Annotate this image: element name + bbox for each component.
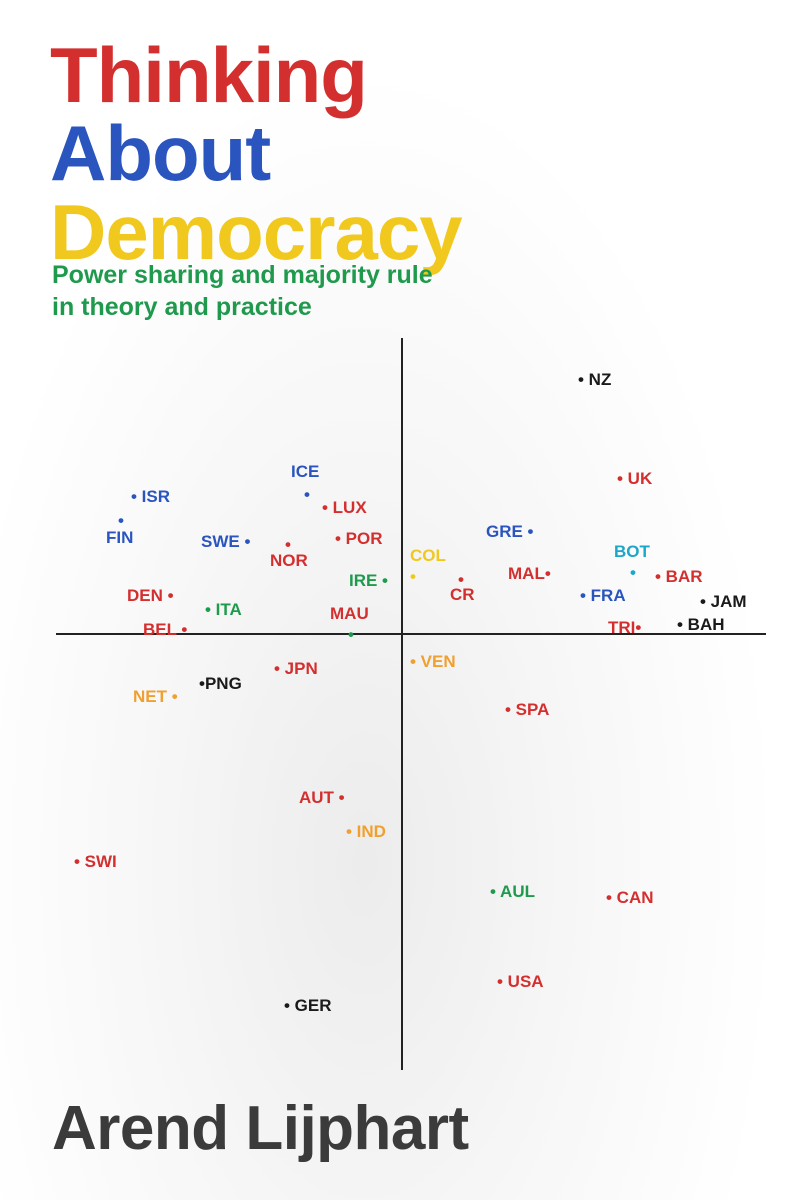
scatter-point-label: AUT • [299, 788, 345, 807]
scatter-point-label: • POR [335, 529, 383, 548]
scatter-point-label: • [630, 563, 636, 582]
scatter-point-label: CR [450, 585, 475, 604]
scatter-point-label: • SPA [505, 700, 550, 719]
scatter-point-label: • [285, 535, 291, 554]
scatter-point-label: • [410, 567, 416, 586]
scatter-point-label: • SWI [74, 852, 117, 871]
scatter-point-label: • IND [346, 822, 386, 841]
scatter-point-label: FIN [106, 528, 134, 547]
scatter-point-label: • CAN [606, 888, 654, 907]
scatter-point-label: NET • [133, 687, 178, 706]
scatter-point-label: • NZ [578, 370, 612, 389]
scatter-point-label: • USA [497, 972, 544, 991]
scatter-point-label: • BAH [677, 615, 725, 634]
scatter-point-label: • AUL [490, 882, 535, 901]
scatter-point-label: • [304, 485, 310, 504]
scatter-point-label: • ISR [131, 487, 171, 506]
scatter-point-label: • JPN [274, 659, 318, 678]
scatter-point-label: • GER [284, 996, 332, 1015]
scatter-point-label: • BAR [655, 567, 703, 586]
scatter-point-label: • [348, 625, 354, 644]
scatter-point-label: TRI• [608, 618, 642, 637]
scatter-point-label: GRE • [486, 522, 534, 541]
scatter-point-label: MAU [330, 604, 369, 623]
scatter-point-label: MAL• [508, 564, 551, 583]
scatter-point-label: NOR [270, 551, 308, 570]
scatter-point-label: ICE [291, 462, 320, 481]
title-line-1: Thinking [50, 31, 368, 119]
subtitle-line-1: Power sharing and majority rule [52, 261, 433, 289]
scatter-point-label: SWE • [201, 532, 251, 551]
scatter-point-label: BEL • [143, 620, 188, 639]
scatter-point-label: • FRA [580, 586, 626, 605]
scatter-point-label: • LUX [322, 498, 367, 517]
scatter-point-label: •PNG [199, 674, 242, 693]
scatter-point-label: • UK [617, 469, 653, 488]
scatter-point-label: IRE • [349, 571, 389, 590]
scatter-point-label: • ITA [205, 600, 242, 619]
title-line-2: About [50, 109, 271, 197]
author-name: Arend Lijphart [52, 1094, 469, 1163]
scatter-point-label: BOT [614, 542, 650, 561]
subtitle-line-2: in theory and practice [52, 293, 312, 321]
horizontal-axis [56, 633, 766, 635]
scatter-point-label: DEN • [127, 586, 174, 605]
scatter-point-label: • [458, 570, 464, 589]
vertical-axis [401, 338, 403, 1070]
scatter-point-label: COL [410, 546, 446, 565]
scatter-point-label: • JAM [700, 592, 747, 611]
scatter-point-label: • VEN [410, 652, 456, 671]
title-line-3: Democracy [50, 188, 463, 276]
scatter-point-label: • [118, 511, 124, 530]
